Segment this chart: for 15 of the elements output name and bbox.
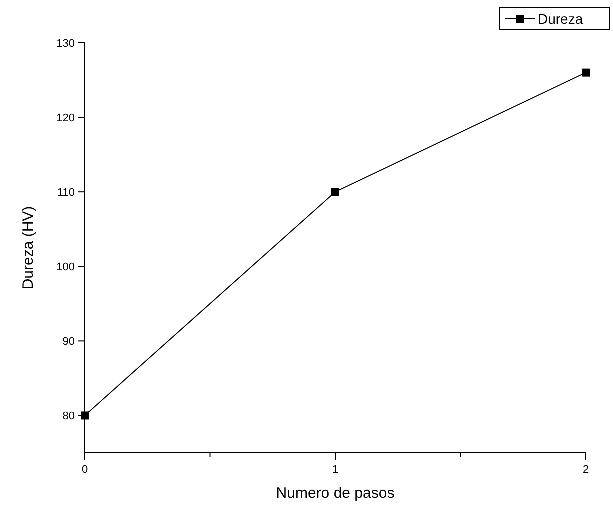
point (582, 68, 590, 77)
point (332, 188, 340, 196)
legend-label: Dureza (538, 11, 584, 27)
point (81, 412, 89, 420)
y-tick-label: 120 (56, 112, 75, 125)
x-axis-title: Numero de pasos (276, 485, 395, 502)
y-tick-label: 100 (56, 262, 75, 274)
y-tick-label: 110 (57, 187, 75, 200)
x-tick-label: 1 (332, 464, 339, 476)
x-tick-label: 0 (82, 464, 88, 476)
x-tick-label: 2 (582, 464, 590, 476)
y-tick-label: 80 (62, 410, 75, 423)
y-axis-title: Dureza (HV) (20, 206, 37, 290)
y-tick-label: 90 (62, 336, 75, 348)
y-tick-label: 130 (56, 38, 75, 50)
